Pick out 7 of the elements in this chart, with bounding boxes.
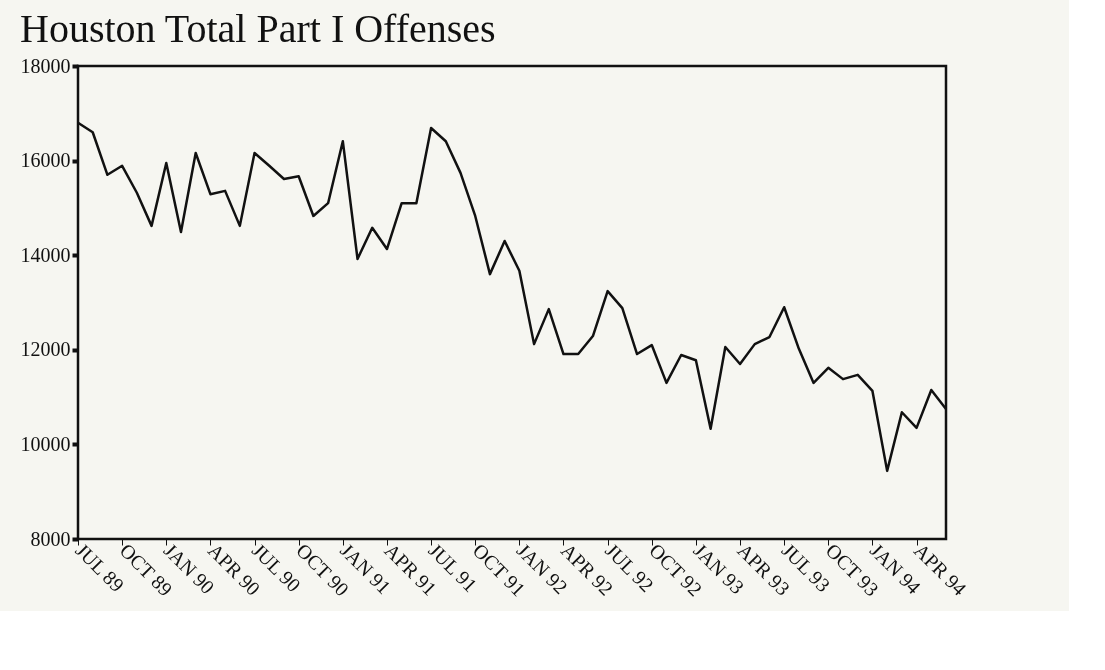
y-tick-label: 18000 — [20, 54, 71, 77]
y-tick-label: 16000 — [20, 149, 71, 172]
y-tick-label: 8000 — [30, 527, 71, 550]
y-tick-label: 12000 — [20, 338, 71, 361]
y-tick-label: 10000 — [20, 432, 71, 455]
y-tick-label: 14000 — [20, 243, 71, 266]
chart-title: Houston Total Part I Offenses — [20, 6, 496, 51]
